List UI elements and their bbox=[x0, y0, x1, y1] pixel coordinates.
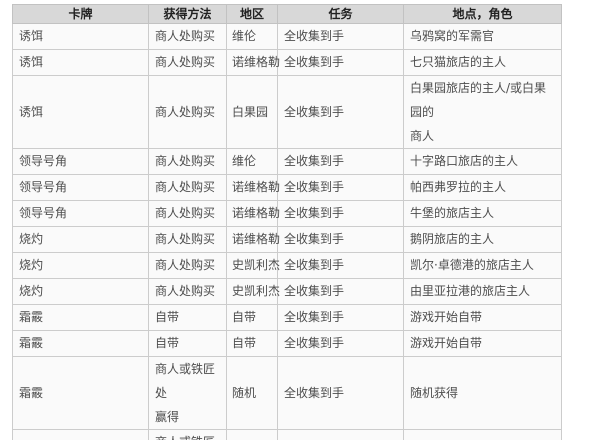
column-header-method: 获得方法 bbox=[148, 4, 227, 24]
cell-location: 牛堡的旅店主人 bbox=[403, 200, 562, 227]
cell-card: 霜霰 bbox=[12, 304, 149, 331]
cell-method: 商人或铁匠处 赢得 bbox=[148, 356, 227, 430]
cell-method: 商人处购买 bbox=[148, 226, 227, 253]
cell-region: 自带 bbox=[226, 304, 278, 331]
cell-quest: 全收集到手 bbox=[277, 148, 404, 175]
cell-quest: 全收集到手 bbox=[277, 23, 404, 50]
table-row: 烧灼 商人处购买 史凯利杰 全收集到手 由里亚拉港的旅店主人 bbox=[12, 278, 562, 305]
cell-quest: 全收集到手 bbox=[277, 330, 404, 357]
cell-method: 商人处购买 bbox=[148, 49, 227, 76]
cell-region: 自带 bbox=[226, 330, 278, 357]
table-row: 诱饵 商人处购买 白果园 全收集到手 白果园旅店的主人/或白果园的 商人 bbox=[12, 75, 562, 149]
cell-quest: 全收集到手 bbox=[277, 174, 404, 201]
column-header-quest: 任务 bbox=[277, 4, 404, 24]
cell-card: 霜霰 bbox=[12, 356, 149, 430]
cell-region: 维伦 bbox=[226, 23, 278, 50]
cell-method: 商人处购买 bbox=[148, 278, 227, 305]
cell-card: 霜霰 bbox=[12, 330, 149, 357]
cell-card: 领导号角 bbox=[12, 174, 149, 201]
cell-card: 烧灼 bbox=[12, 226, 149, 253]
cell-region: 史凯利杰 bbox=[226, 278, 280, 305]
cell-card: 领导号角 bbox=[12, 200, 149, 227]
cell-location: 乌鸦窝的军需官 bbox=[403, 23, 562, 50]
cell-card: 领导号角 bbox=[12, 148, 149, 175]
cell-location: 由里亚拉港的旅店主人 bbox=[403, 278, 562, 305]
cell-method: 商人处购买 bbox=[148, 75, 227, 149]
cell-method: 商人处购买 bbox=[148, 23, 227, 50]
table-row: 霜霰 商人或铁匠处 赢得 随机 全收集到手 随机获得 bbox=[12, 356, 562, 430]
table-row: 诱饵 商人处购买 诺维格勒 全收集到手 七只猫旅店的主人 bbox=[12, 49, 562, 76]
cell-region: 随机 bbox=[226, 356, 278, 430]
table-row: 烧灼 商人处购买 诺维格勒 全收集到手 鹅阴旅店的主人 bbox=[12, 226, 562, 253]
cell-location: 凯尔·卓德港的旅店主人 bbox=[403, 252, 562, 279]
cell-location: 随机获得 bbox=[403, 356, 562, 430]
table-row: 霜霰 自带 自带 全收集到手 游戏开始自带 bbox=[12, 304, 562, 331]
cell-region: 维伦 bbox=[226, 148, 278, 175]
cell-region: 史凯利杰 bbox=[226, 252, 280, 279]
table-header-row: 卡牌 获得方法 地区 任务 地点，角色 bbox=[12, 4, 562, 24]
cell-quest: 全收集到手 bbox=[277, 252, 404, 279]
cell-quest: 全收集到手 bbox=[277, 75, 404, 149]
cell-method: 商人处购买 bbox=[148, 174, 227, 201]
cell-region: 诺维格勒 bbox=[226, 49, 280, 76]
column-header-location: 地点，角色 bbox=[403, 4, 562, 24]
cell-method: 自带 bbox=[148, 330, 227, 357]
cell-method: 商人处购买 bbox=[148, 252, 227, 279]
cell-quest: 全收集到手 bbox=[277, 356, 404, 430]
cell-card: 浓雾 bbox=[12, 429, 149, 440]
cell-method: 自带 bbox=[148, 304, 227, 331]
cell-card: 诱饵 bbox=[12, 23, 149, 50]
cell-location: 随机获得 bbox=[403, 429, 562, 440]
cell-location: 游戏开始自带 bbox=[403, 304, 562, 331]
cell-quest: 全收集到手 bbox=[277, 49, 404, 76]
cell-region: 诺维格勒 bbox=[226, 174, 280, 201]
cell-location: 七只猫旅店的主人 bbox=[403, 49, 562, 76]
table-row: 领导号角 商人处购买 诺维格勒 全收集到手 牛堡的旅店主人 bbox=[12, 200, 562, 227]
cell-location: 帕西弗罗拉的主人 bbox=[403, 174, 562, 201]
table-row: 霜霰 自带 自带 全收集到手 游戏开始自带 bbox=[12, 330, 562, 357]
column-header-region: 地区 bbox=[226, 4, 278, 24]
table-row: 诱饵 商人处购买 维伦 全收集到手 乌鸦窝的军需官 bbox=[12, 23, 562, 50]
cell-region: 白果园 bbox=[226, 75, 278, 149]
cell-location: 游戏开始自带 bbox=[403, 330, 562, 357]
cell-card: 烧灼 bbox=[12, 278, 149, 305]
cell-card: 诱饵 bbox=[12, 49, 149, 76]
cell-quest: 全收集到手 bbox=[277, 226, 404, 253]
cell-region: 随机 bbox=[226, 429, 278, 440]
cell-quest: 全收集到手 bbox=[277, 304, 404, 331]
cell-region: 诺维格勒 bbox=[226, 226, 280, 253]
table-row: 烧灼 商人处购买 史凯利杰 全收集到手 凯尔·卓德港的旅店主人 bbox=[12, 252, 562, 279]
cell-method: 商人处购买 bbox=[148, 148, 227, 175]
table-body: 诱饵 商人处购买 维伦 全收集到手 乌鸦窝的军需官 诱饵 商人处购买 诺维格勒 全收集到手 七只猫… bbox=[12, 23, 562, 440]
cell-quest: 全收集到手 bbox=[277, 278, 404, 305]
table-row: 领导号角 商人处购买 诺维格勒 全收集到手 帕西弗罗拉的主人 bbox=[12, 174, 562, 201]
cell-quest: 全收集到手 bbox=[277, 429, 404, 440]
cell-location: 白果园旅店的主人/或白果园的 商人 bbox=[403, 75, 562, 149]
column-header-card: 卡牌 bbox=[12, 4, 149, 24]
table-row: 领导号角 商人处购买 维伦 全收集到手 十字路口旅店的主人 bbox=[12, 148, 562, 175]
cell-quest: 全收集到手 bbox=[277, 200, 404, 227]
gwent-card-table: 卡牌 获得方法 地区 任务 地点，角色 诱饵 商人处购买 维伦 全收集到手 乌鸦窝的军需官 诱饵商… bbox=[12, 4, 562, 440]
cell-location: 十字路口旅店的主人 bbox=[403, 148, 562, 175]
cell-method: 商人或铁匠处 赢得 bbox=[148, 429, 227, 440]
cell-card: 诱饵 bbox=[12, 75, 149, 149]
cell-method: 商人处购买 bbox=[148, 200, 227, 227]
cell-card: 烧灼 bbox=[12, 252, 149, 279]
header-row: 卡牌 获得方法 地区 任务 地点，角色 bbox=[12, 4, 562, 24]
cell-region: 诺维格勒 bbox=[226, 200, 280, 227]
cell-location: 鹅阴旅店的主人 bbox=[403, 226, 562, 253]
